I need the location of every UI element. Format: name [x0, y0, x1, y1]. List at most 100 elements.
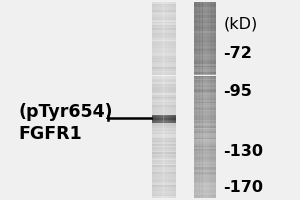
- Bar: [152, 36, 176, 38]
- Bar: [158, 2, 159, 198]
- Bar: [194, 40, 216, 41]
- Bar: [194, 13, 216, 15]
- Text: (pTyr654): (pTyr654): [18, 103, 112, 121]
- Bar: [194, 35, 216, 36]
- Bar: [194, 124, 216, 126]
- Bar: [213, 2, 214, 198]
- Bar: [194, 126, 216, 128]
- Text: (kD): (kD): [224, 17, 258, 31]
- Bar: [152, 129, 176, 131]
- Bar: [152, 162, 176, 164]
- Bar: [194, 98, 216, 100]
- Bar: [152, 196, 176, 198]
- Bar: [201, 2, 202, 198]
- Bar: [152, 111, 176, 113]
- Bar: [152, 2, 153, 198]
- Bar: [152, 93, 176, 95]
- Bar: [194, 182, 216, 183]
- Bar: [194, 33, 216, 35]
- Bar: [194, 44, 216, 46]
- Bar: [194, 175, 216, 177]
- Bar: [194, 10, 216, 12]
- Bar: [194, 111, 216, 113]
- Bar: [194, 84, 216, 85]
- Bar: [194, 2, 195, 198]
- Bar: [194, 177, 216, 178]
- Bar: [152, 54, 176, 56]
- Bar: [194, 41, 216, 43]
- Bar: [194, 167, 216, 169]
- Bar: [194, 100, 216, 102]
- Bar: [205, 2, 206, 198]
- Bar: [194, 164, 216, 165]
- Bar: [152, 105, 176, 107]
- Bar: [199, 2, 200, 198]
- Bar: [194, 2, 216, 4]
- Bar: [152, 12, 176, 13]
- Bar: [152, 77, 176, 79]
- Bar: [152, 71, 176, 72]
- Bar: [194, 56, 216, 58]
- Bar: [152, 118, 176, 120]
- Bar: [152, 38, 176, 40]
- Bar: [194, 87, 216, 89]
- Bar: [152, 51, 176, 53]
- Bar: [152, 76, 176, 77]
- Bar: [152, 177, 176, 178]
- Bar: [152, 115, 176, 116]
- Bar: [194, 170, 216, 172]
- Bar: [152, 190, 176, 191]
- Bar: [194, 4, 216, 5]
- Bar: [152, 187, 176, 188]
- Bar: [152, 46, 176, 48]
- Bar: [215, 2, 216, 198]
- Bar: [159, 2, 160, 198]
- Bar: [194, 149, 216, 151]
- Bar: [152, 30, 176, 31]
- Bar: [194, 131, 216, 133]
- Bar: [194, 46, 216, 48]
- Bar: [152, 134, 176, 136]
- Bar: [152, 80, 176, 82]
- Bar: [152, 98, 176, 100]
- Bar: [152, 41, 176, 43]
- Bar: [194, 193, 216, 195]
- Bar: [194, 51, 216, 53]
- Bar: [152, 5, 176, 7]
- Bar: [194, 165, 216, 167]
- Bar: [152, 69, 176, 71]
- Bar: [194, 82, 216, 84]
- Bar: [194, 178, 216, 180]
- Bar: [152, 154, 176, 156]
- Bar: [194, 172, 216, 173]
- Bar: [152, 15, 176, 17]
- Bar: [197, 2, 198, 198]
- Bar: [194, 9, 216, 10]
- Bar: [152, 66, 176, 67]
- Bar: [152, 126, 176, 128]
- Bar: [194, 74, 216, 75]
- Bar: [152, 152, 176, 154]
- Bar: [152, 33, 176, 35]
- Bar: [194, 95, 216, 97]
- Bar: [170, 2, 171, 198]
- Bar: [194, 54, 216, 56]
- Bar: [152, 138, 176, 139]
- Bar: [194, 115, 216, 116]
- Bar: [194, 30, 216, 31]
- Bar: [194, 180, 216, 182]
- Bar: [152, 156, 176, 157]
- Bar: [194, 174, 216, 175]
- Bar: [203, 2, 204, 198]
- Bar: [162, 2, 163, 198]
- Bar: [152, 142, 176, 144]
- Bar: [152, 146, 176, 147]
- Bar: [210, 2, 211, 198]
- Bar: [152, 121, 176, 123]
- Bar: [194, 43, 216, 44]
- Bar: [194, 136, 216, 138]
- Bar: [194, 159, 216, 160]
- Bar: [152, 164, 176, 165]
- Bar: [194, 15, 216, 17]
- Bar: [152, 79, 176, 80]
